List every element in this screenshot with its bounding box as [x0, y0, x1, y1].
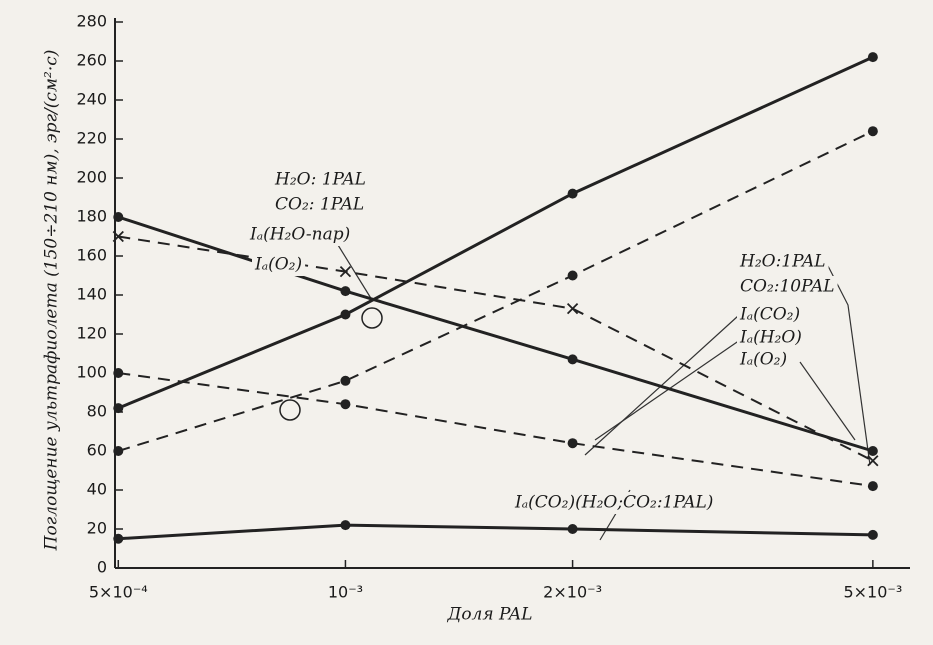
point	[113, 368, 124, 378]
annotation-bg	[252, 254, 306, 276]
x-tick-label: 5×10⁻³	[843, 583, 902, 602]
point	[867, 481, 878, 492]
point	[113, 403, 124, 414]
point	[340, 309, 351, 320]
point	[113, 212, 124, 222]
y-tick-label: 280	[76, 12, 107, 31]
series-line	[117, 55, 874, 410]
y-tick-label: 40	[87, 480, 107, 499]
y-tick-label: 220	[76, 129, 107, 148]
point	[567, 438, 578, 449]
annotation: H₂O:1PAL	[739, 252, 826, 272]
annotation-bg	[272, 169, 369, 191]
annotation: Iₐ(H₂O-пар)	[249, 225, 350, 245]
y-tick-label: 100	[76, 363, 107, 382]
point	[113, 446, 124, 456]
intersection-ring	[361, 307, 383, 329]
point	[340, 520, 351, 531]
point	[567, 524, 578, 534]
annotation-bg	[737, 276, 838, 298]
callout-line	[799, 361, 856, 441]
x-axis-title: Доля PAL	[447, 605, 533, 625]
annotation-bg	[737, 251, 829, 273]
annotation: Iₐ(CO₂)	[739, 305, 800, 325]
point	[339, 265, 352, 278]
point	[867, 126, 878, 137]
annotation: CO₂: 1PAL	[275, 195, 364, 215]
y-tick-label: 120	[76, 324, 107, 343]
x-tick-label: 10⁻³	[328, 583, 363, 602]
point	[567, 188, 578, 199]
y-tick-label: 180	[76, 207, 107, 226]
series-line	[118, 372, 874, 488]
point	[567, 354, 578, 365]
point	[867, 52, 878, 63]
point	[567, 270, 578, 281]
series-line	[118, 235, 874, 462]
series-line	[117, 130, 874, 452]
y-tick-label: 80	[87, 402, 107, 421]
annotation-bg	[737, 304, 804, 326]
annotation: Iₐ(O₂)	[254, 255, 302, 275]
point	[867, 446, 878, 456]
y-axis-title: Поглощение ультрафиолета (150÷210 нм), э…	[42, 50, 62, 552]
y-tick-label: 20	[87, 519, 107, 538]
y-tick-label: 260	[76, 51, 107, 70]
series-line	[117, 215, 874, 453]
point	[340, 375, 351, 386]
x-tick-label: 5×10⁻⁴	[89, 583, 148, 602]
callout-line	[337, 244, 373, 301]
x-tick-label: 2×10⁻³	[543, 583, 602, 602]
y-tick-label: 0	[97, 558, 107, 577]
series-line	[118, 523, 873, 541]
annotation: CO₂:10PAL	[740, 277, 835, 297]
y-tick-label: 140	[76, 285, 107, 304]
annotation-bg	[512, 492, 717, 514]
point	[867, 455, 879, 467]
point	[112, 230, 124, 243]
annotation: Iₐ(CO₂)(H₂O;CO₂:1PAL)	[514, 493, 713, 513]
point	[566, 303, 579, 315]
y-tick-label: 160	[76, 246, 107, 265]
annotation-bg	[272, 194, 368, 216]
annotation: Iₐ(O₂)	[739, 350, 787, 370]
point	[867, 529, 878, 540]
y-tick-label: 240	[76, 90, 107, 109]
point	[113, 533, 124, 544]
y-tick-label: 60	[87, 441, 107, 460]
annotation: H₂O: 1PAL	[274, 170, 366, 190]
y-tick-label: 200	[76, 168, 107, 187]
intersection-ring	[279, 399, 301, 421]
callout-line	[594, 339, 741, 441]
point	[340, 286, 351, 297]
annotation: Iₐ(H₂O)	[739, 328, 802, 348]
point	[340, 399, 351, 410]
annotation-bg	[737, 327, 805, 349]
annotation-bg	[247, 224, 354, 246]
annotation-bg	[737, 349, 791, 371]
